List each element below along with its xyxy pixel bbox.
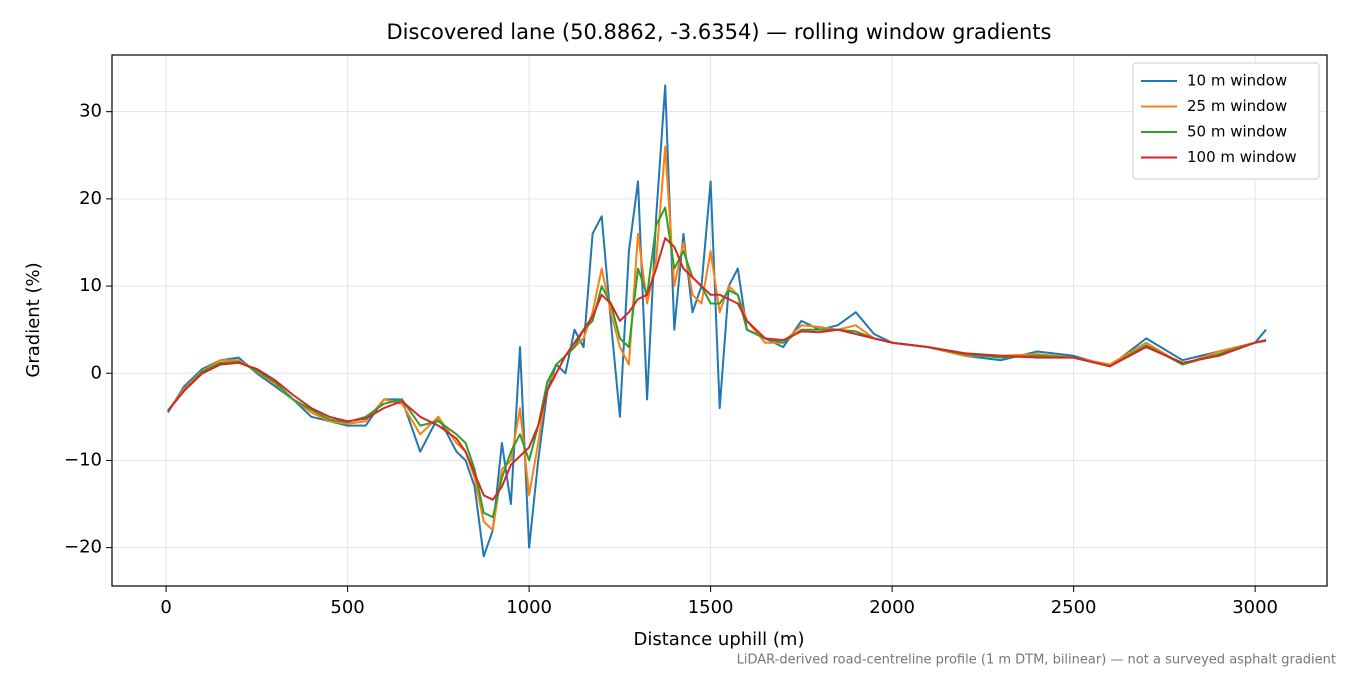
y-tick-label: 30 bbox=[79, 101, 102, 122]
y-tick-label: 0 bbox=[91, 362, 102, 383]
legend-label: 50 m window bbox=[1187, 123, 1287, 141]
x-axis-label: Distance uphill (m) bbox=[634, 629, 805, 650]
y-axis-label: Gradient (%) bbox=[23, 262, 44, 377]
legend-box bbox=[1132, 62, 1320, 180]
x-tick-label: 2000 bbox=[869, 597, 915, 618]
x-tick-label: 1500 bbox=[688, 597, 734, 618]
legend-label: 25 m window bbox=[1187, 97, 1287, 115]
y-tick-label: −10 bbox=[64, 449, 102, 470]
x-tick-label: 3000 bbox=[1232, 597, 1278, 618]
x-tick-label: 1000 bbox=[506, 597, 552, 618]
x-tick-label: 0 bbox=[160, 597, 171, 618]
legend-label: 10 m window bbox=[1187, 72, 1287, 90]
chart-title: Discovered lane (50.8862, -3.6354) — rol… bbox=[387, 20, 1052, 44]
legend-label: 100 m window bbox=[1187, 148, 1297, 166]
series-line bbox=[167, 237, 1267, 501]
footnote: LiDAR-derived road-centreline profile (1… bbox=[737, 653, 1336, 668]
x-tick-label: 2500 bbox=[1051, 597, 1097, 618]
x-tick-label: 500 bbox=[330, 597, 364, 618]
plot-frame bbox=[111, 54, 1328, 587]
series-line bbox=[167, 84, 1267, 558]
y-tick-label: 10 bbox=[79, 275, 102, 296]
y-tick-label: −20 bbox=[64, 537, 102, 558]
y-tick-label: 20 bbox=[79, 188, 102, 209]
